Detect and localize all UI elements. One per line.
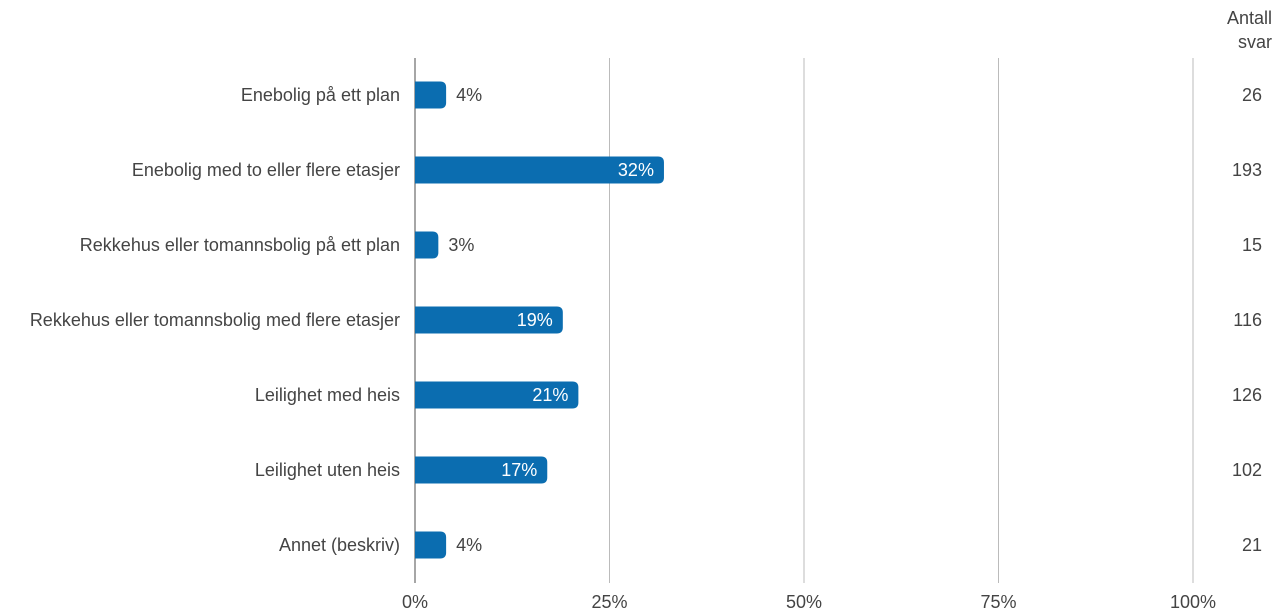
- value-label: 19%: [517, 310, 553, 330]
- count-header: Antall svar: [1226, 8, 1272, 52]
- x-tick-label: 100%: [1170, 592, 1216, 612]
- value-label: 3%: [448, 235, 474, 255]
- x-tick-label: 75%: [980, 592, 1016, 612]
- category-label: Annet (beskriv): [278, 535, 400, 555]
- category-label: Rekkehus eller tomannsbolig på ett plan: [79, 235, 400, 255]
- category-label: Enebolig med to eller flere etasjer: [131, 160, 400, 180]
- count-label: 102: [1231, 460, 1262, 480]
- bar: [415, 306, 563, 334]
- count-label: 15: [1241, 235, 1262, 255]
- bar: [415, 231, 439, 259]
- bar: [415, 156, 664, 184]
- bar: [415, 81, 447, 109]
- count-label: 21: [1241, 535, 1262, 555]
- value-label: 32%: [618, 160, 654, 180]
- category-label: Leilighet uten heis: [254, 460, 400, 480]
- value-label: 17%: [501, 460, 537, 480]
- x-tick-label: 50%: [786, 592, 822, 612]
- value-label: 21%: [532, 385, 568, 405]
- x-tick-label: 0%: [402, 592, 428, 612]
- bar: [415, 456, 548, 484]
- count-label: 26: [1241, 85, 1262, 105]
- value-label: 4%: [456, 535, 482, 555]
- category-label: Leilighet med heis: [254, 385, 400, 405]
- count-label: 126: [1231, 385, 1262, 405]
- category-label: Rekkehus eller tomannsbolig med flere et…: [29, 310, 400, 330]
- bar: [415, 381, 579, 409]
- count-label: 193: [1231, 160, 1262, 180]
- count-label: 116: [1233, 310, 1262, 330]
- x-tick-label: 25%: [591, 592, 627, 612]
- category-label: Enebolig på ett plan: [240, 85, 400, 105]
- value-label: 4%: [456, 85, 482, 105]
- bar: [415, 531, 447, 559]
